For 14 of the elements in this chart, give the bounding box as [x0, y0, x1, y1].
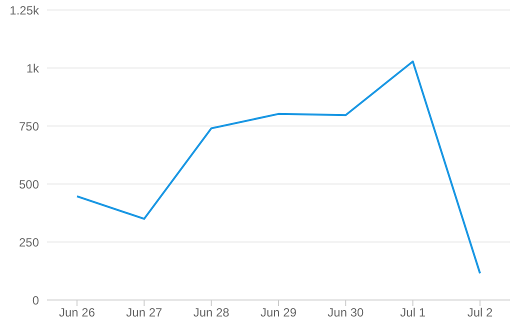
x-tick-label: Jun 27 [126, 306, 163, 320]
x-tick-label: Jun 30 [328, 306, 364, 320]
y-tick-label: 750 [18, 119, 40, 134]
x-tick-label: Jun 26 [58, 306, 96, 320]
y-tick-label: 250 [18, 235, 40, 250]
x-tick-label: Jun 28 [193, 306, 230, 320]
x-tick-label: Jun 29 [260, 306, 297, 320]
y-tick-label: 0 [32, 293, 40, 308]
y-tick-label: 1k [26, 61, 40, 76]
y-tick-label: 500 [18, 177, 40, 192]
x-tick-label: Jul 2 [467, 306, 493, 320]
x-tick-label: Jul 1 [400, 306, 426, 320]
y-tick-label: 1.25k [10, 3, 40, 18]
line-series [76, 60, 481, 274]
